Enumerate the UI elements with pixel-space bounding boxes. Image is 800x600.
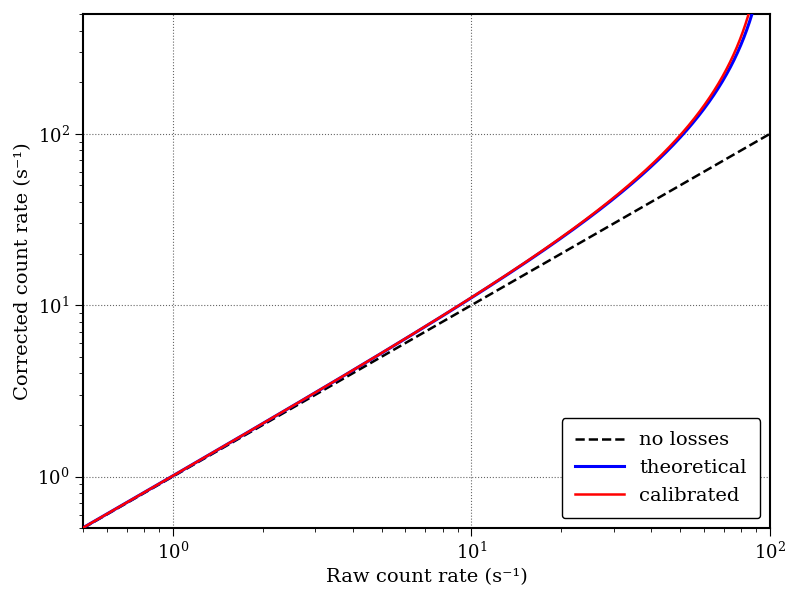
X-axis label: Raw count rate (s⁻¹): Raw count rate (s⁻¹)	[326, 568, 527, 586]
calibrated	[409, 330, 418, 337]
theoretical	[680, 129, 690, 136]
no losses	[590, 230, 600, 238]
Line: theoretical: theoretical	[83, 0, 760, 528]
calibrated	[551, 238, 561, 245]
theoretical	[254, 422, 263, 430]
no losses	[525, 268, 534, 275]
no losses	[642, 200, 652, 208]
theoretical	[78, 524, 88, 532]
calibrated	[78, 524, 88, 532]
calibrated	[102, 510, 112, 517]
calibrated	[730, 48, 740, 55]
Y-axis label: Corrected count rate (s⁻¹): Corrected count rate (s⁻¹)	[14, 142, 32, 400]
calibrated	[226, 439, 236, 446]
no losses	[765, 130, 774, 137]
no losses	[341, 374, 350, 381]
no losses	[490, 288, 499, 295]
theoretical	[127, 496, 137, 503]
no losses	[203, 453, 213, 460]
theoretical	[224, 440, 234, 447]
no losses	[78, 524, 88, 532]
Line: no losses: no losses	[83, 134, 770, 528]
theoretical	[632, 176, 642, 183]
calibrated	[580, 217, 590, 224]
theoretical	[122, 499, 131, 506]
Line: calibrated: calibrated	[83, 0, 756, 528]
Legend: no losses, theoretical, calibrated: no losses, theoretical, calibrated	[562, 418, 761, 518]
